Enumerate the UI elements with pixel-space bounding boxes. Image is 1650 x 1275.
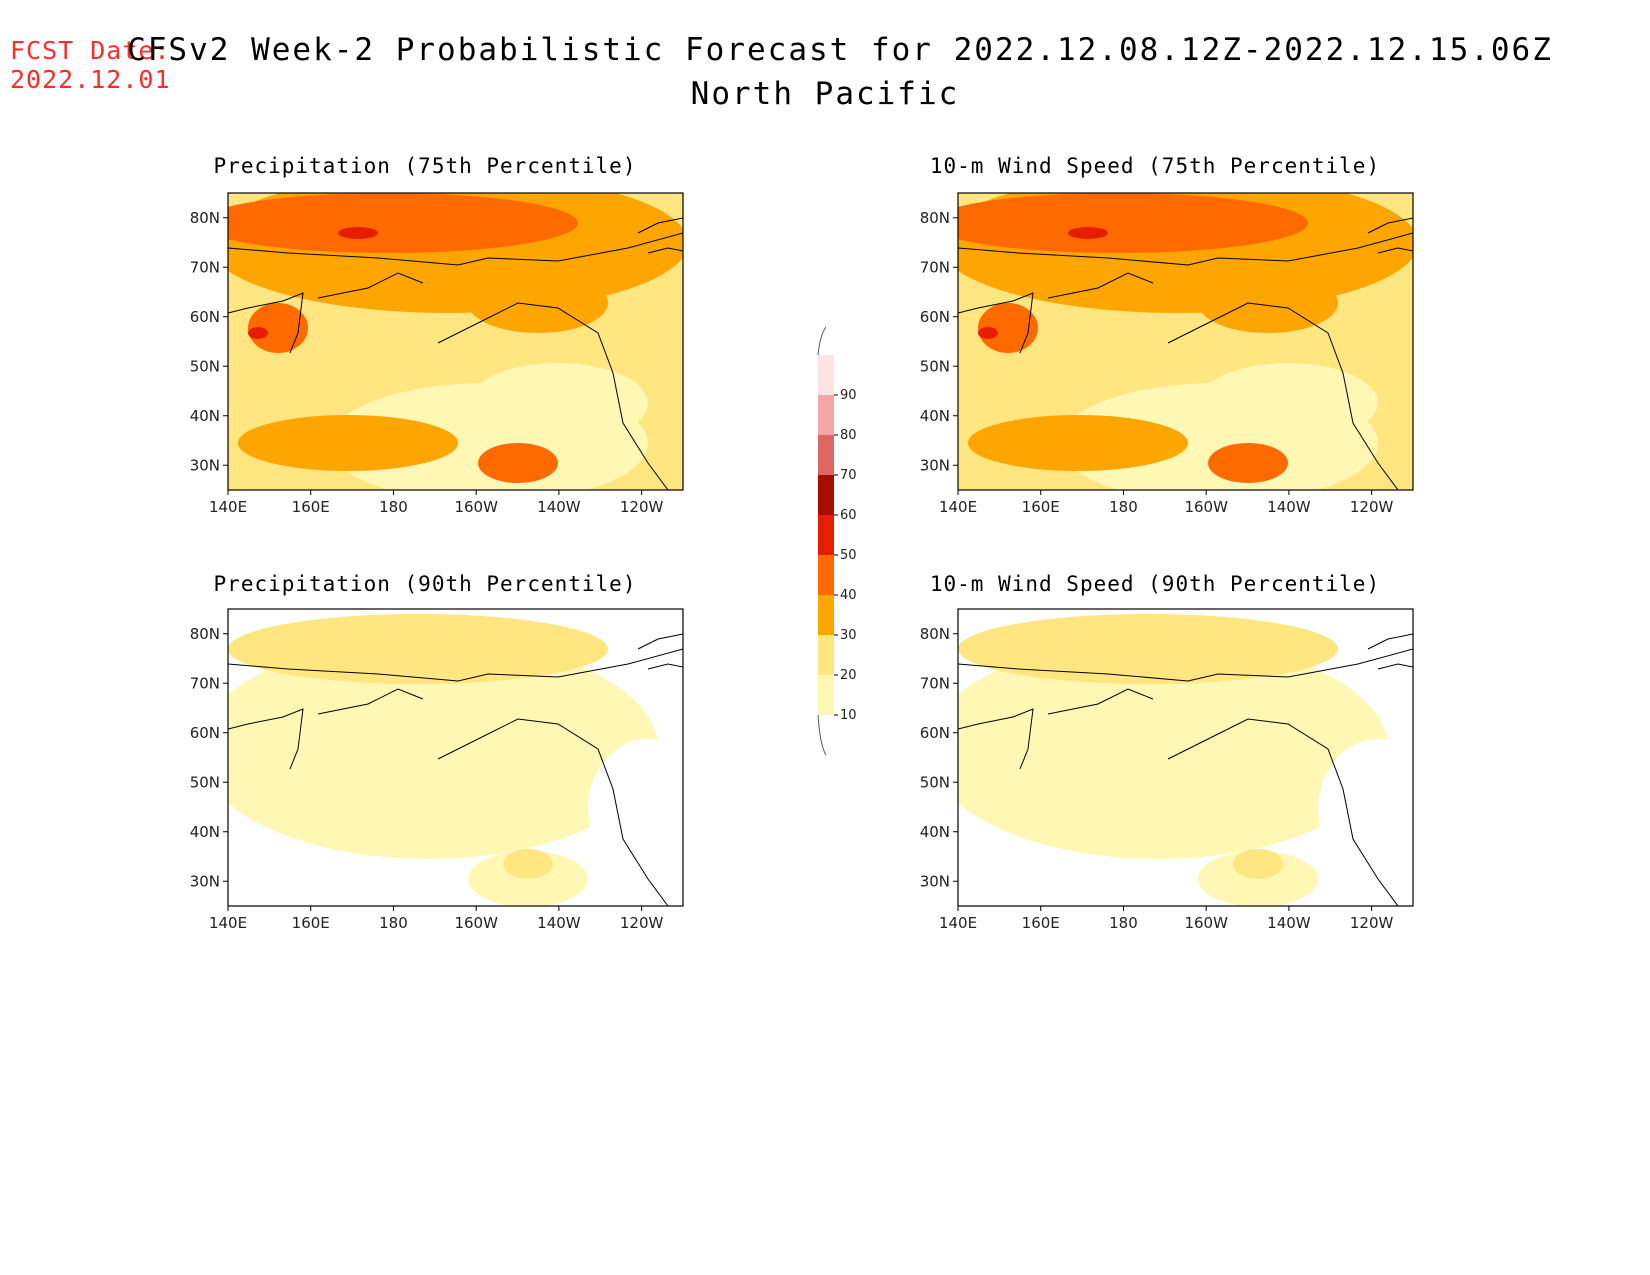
lat-tick-label: 30N xyxy=(190,456,220,474)
lon-tick-label: 140E xyxy=(209,914,247,932)
lon-tick-label: 180 xyxy=(379,914,408,932)
lon-tick-label: 160E xyxy=(1022,914,1060,932)
lat-tick-label: 50N xyxy=(920,773,950,791)
map-frame xyxy=(227,608,684,907)
panel-title-precip75: Precipitation (75th Percentile) xyxy=(213,154,637,178)
colorbar-label: 60 xyxy=(840,508,857,523)
colorbar-label: 40 xyxy=(840,588,857,603)
panel-title-wind75: 10-m Wind Speed (75th Percentile) xyxy=(929,154,1381,178)
colorbar-swatch xyxy=(818,515,834,555)
lat-tick-label: 80N xyxy=(190,625,220,643)
colorbar-swatch xyxy=(818,635,834,675)
lat-tick-label: 70N xyxy=(920,258,950,276)
coastline xyxy=(228,633,683,906)
chart-title: CFSv2 Week-2 Probabilistic Forecast for … xyxy=(127,32,1553,68)
lat-tick-label: 40N xyxy=(920,407,950,425)
lat-tick-label: 50N xyxy=(190,773,220,791)
lon-tick-label: 180 xyxy=(1109,914,1138,932)
colorbar-label: 70 xyxy=(840,468,857,483)
lat-tick-label: 80N xyxy=(920,209,950,227)
map-wind75: 80N 70N 60N 50N 40N 30N 140E 160E 180 160W 140W 120… xyxy=(920,192,1414,516)
lat-tick-label: 60N xyxy=(190,724,220,742)
colorbar-swatch xyxy=(818,595,834,635)
colorbar-label: 90 xyxy=(840,388,857,403)
lat-tick-label: 30N xyxy=(190,872,220,890)
probability-field xyxy=(958,609,1413,906)
forecast-date-value: 2022.12.01 xyxy=(10,65,171,94)
colorbar-swatch xyxy=(818,675,834,715)
colorbar-swatch xyxy=(818,475,834,515)
lat-tick-label: 40N xyxy=(920,823,950,841)
colorbar-swatch xyxy=(818,435,834,475)
colorbar: 10 20 30 40 50 60 70 80 90 xyxy=(817,326,857,756)
lat-tick-label: 50N xyxy=(920,357,950,375)
colorbar-swatch xyxy=(818,355,834,395)
colorbar-label: 50 xyxy=(840,548,857,563)
lat-tick-label: 60N xyxy=(920,308,950,326)
coastline xyxy=(958,217,1413,490)
map-wind90: 80N 70N 60N 50N 40N 30N 140E 160E 180 160W 140W 120… xyxy=(920,608,1414,932)
lat-tick-label: 60N xyxy=(920,724,950,742)
lon-tick-label: 140E xyxy=(209,498,247,516)
lat-tick-label: 60N xyxy=(190,308,220,326)
lon-tick-label: 140W xyxy=(537,914,581,932)
lon-tick-label: 160W xyxy=(454,914,498,932)
lat-tick-label: 80N xyxy=(190,209,220,227)
probability-field xyxy=(228,609,683,906)
colorbar-swatch xyxy=(818,555,834,595)
lon-tick-label: 160E xyxy=(292,914,330,932)
lon-tick-label: 180 xyxy=(379,498,408,516)
lat-tick-label: 70N xyxy=(190,258,220,276)
panel-title-precip90: Precipitation (90th Percentile) xyxy=(213,572,637,596)
colorbar-label: 10 xyxy=(840,708,857,723)
lon-tick-label: 120W xyxy=(1350,498,1394,516)
map-frame xyxy=(227,192,684,491)
lon-tick-label: 120W xyxy=(620,914,664,932)
lon-tick-label: 140W xyxy=(1267,498,1311,516)
lon-tick-label: 140E xyxy=(939,914,977,932)
lat-tick-label: 30N xyxy=(920,456,950,474)
lon-tick-label: 140E xyxy=(939,498,977,516)
lat-tick-label: 70N xyxy=(190,674,220,692)
lon-tick-label: 160E xyxy=(1022,498,1060,516)
lat-tick-label: 40N xyxy=(190,823,220,841)
lat-tick-label: 40N xyxy=(190,407,220,425)
coastline xyxy=(958,633,1413,906)
probability-field xyxy=(228,193,683,490)
lon-tick-label: 140W xyxy=(1267,914,1311,932)
panel-title-wind90: 10-m Wind Speed (90th Percentile) xyxy=(929,572,1381,596)
forecast-date-block: FCST Date: 2022.12.01 xyxy=(10,36,171,94)
colorbar-swatch xyxy=(818,395,834,435)
map-frame xyxy=(957,192,1414,491)
lon-tick-label: 120W xyxy=(1350,914,1394,932)
lat-tick-label: 70N xyxy=(920,674,950,692)
colorbar-label: 20 xyxy=(840,668,857,683)
map-precip90: 80N 70N 60N 50N 40N 30N 140E 160E 180 160W 140W 120… xyxy=(190,608,684,932)
region-subtitle: North Pacific xyxy=(690,76,960,112)
map-frame xyxy=(957,608,1414,907)
lon-tick-label: 180 xyxy=(1109,498,1138,516)
lon-tick-label: 160W xyxy=(454,498,498,516)
lon-tick-label: 160E xyxy=(292,498,330,516)
forecast-date-label: FCST Date: xyxy=(10,36,171,65)
lat-tick-label: 30N xyxy=(920,872,950,890)
lon-tick-label: 160W xyxy=(1184,914,1228,932)
map-precip75: 80N 70N 60N 50N 40N 30N 140E 160E 180 160W 140W 120… xyxy=(190,192,684,516)
lat-tick-label: 50N xyxy=(190,357,220,375)
lon-tick-label: 140W xyxy=(537,498,581,516)
coastline xyxy=(228,217,683,490)
colorbar-label: 80 xyxy=(840,428,857,443)
probability-field xyxy=(958,193,1413,490)
lon-tick-label: 120W xyxy=(620,498,664,516)
lon-tick-label: 160W xyxy=(1184,498,1228,516)
lat-tick-label: 80N xyxy=(920,625,950,643)
colorbar-label: 30 xyxy=(840,628,857,643)
